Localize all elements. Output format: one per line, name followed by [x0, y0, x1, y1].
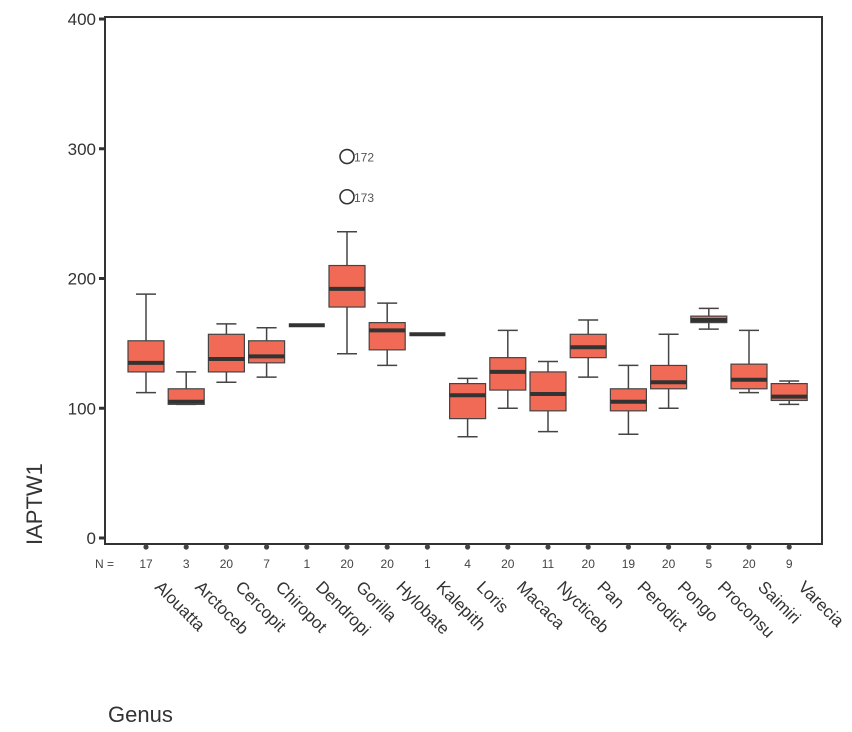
n-count-label: 20 — [582, 557, 596, 571]
n-count-label: 20 — [662, 557, 676, 571]
n-marker-dot — [465, 544, 471, 550]
box-iqr — [529, 371, 567, 412]
n-marker-dot — [505, 544, 511, 550]
n-count-label: 7 — [263, 557, 270, 571]
category-labels: AlouattaArctocebCercopitChiropotDendropi… — [151, 577, 848, 641]
n-marker-dot — [143, 544, 149, 550]
n-count-row: N = 17 3 20 7 1 20 20 1 4 20 11 20 19 20 5 20 9 — [95, 544, 793, 571]
plot-border — [104, 16, 823, 545]
n-count-label: 20 — [501, 557, 515, 571]
n-marker-dot — [384, 544, 390, 550]
n-count-label: 20 — [381, 557, 395, 571]
n-marker-dot — [424, 544, 430, 550]
n-marker-dot — [585, 544, 591, 550]
box-arctoceb — [167, 371, 205, 406]
n-count-label: 20 — [340, 557, 354, 571]
box-hylobate — [368, 302, 406, 367]
outlier-label: 172 — [354, 151, 374, 165]
n-count-label: 5 — [705, 557, 712, 571]
n-count-label: 20 — [742, 557, 756, 571]
n-count-label: 1 — [424, 557, 431, 571]
n-count-label: 4 — [464, 557, 471, 571]
n-marker-dot — [545, 544, 551, 550]
y-tick-label: 400 — [68, 10, 96, 29]
n-marker-dot — [264, 544, 270, 550]
n-marker-dot — [344, 544, 350, 550]
y-tick-label: 0 — [87, 529, 96, 548]
box-iqr — [127, 340, 165, 373]
category-label-varecia: Varecia — [794, 577, 848, 631]
n-count-label: 3 — [183, 557, 190, 571]
category-label-pan: Pan — [593, 577, 628, 612]
y-tick-label: 100 — [68, 399, 96, 418]
box-iqr — [328, 264, 366, 308]
box-alouatta — [127, 293, 165, 394]
n-count-label: 1 — [303, 557, 310, 571]
outlier-label: 173 — [354, 191, 374, 205]
outlier-point — [339, 188, 355, 205]
n-marker-dot — [786, 544, 792, 550]
n-count-label: 20 — [220, 557, 234, 571]
box-saimiri — [730, 329, 768, 394]
box-pan — [569, 319, 607, 378]
n-count-label: 9 — [786, 557, 793, 571]
box-loris — [449, 377, 487, 438]
n-marker-dot — [625, 544, 632, 550]
n-marker-dot — [304, 544, 310, 550]
y-axis-title: IAPTW1 — [22, 463, 47, 545]
outlier-point — [339, 148, 355, 165]
box-proconsu — [690, 307, 728, 330]
box-perodict — [609, 364, 648, 435]
box-nycticeb — [529, 360, 567, 433]
n-marker-dot — [183, 544, 189, 550]
n-marker-dot — [666, 544, 672, 550]
n-count-label: 17 — [139, 557, 153, 571]
n-marker-dot — [746, 544, 752, 550]
n-count-label: 11 — [542, 557, 555, 571]
plot-frame — [104, 16, 823, 545]
outliers: 172 173 — [339, 148, 374, 205]
box-gorilla — [328, 231, 366, 355]
box-pongo — [649, 333, 688, 409]
box-chiropot — [248, 327, 286, 378]
x-axis-title: Genus — [108, 702, 173, 727]
box-iqr — [248, 340, 286, 364]
boxes — [127, 231, 808, 438]
n-marker-dot — [706, 544, 712, 550]
n-marker-dot — [223, 544, 229, 550]
box-cercopit — [207, 323, 245, 384]
n-count-label: 19 — [622, 557, 636, 571]
n-prefix-label: N = — [95, 557, 114, 571]
y-tick-label: 200 — [68, 270, 96, 289]
box-iqr — [207, 333, 245, 373]
box-iqr — [449, 382, 487, 420]
box-iqr — [730, 363, 768, 390]
y-tick-label: 300 — [68, 140, 96, 159]
box-varecia — [770, 380, 808, 406]
box-macaca — [489, 329, 527, 409]
y-axis: 0 100 200 300 400 — [68, 10, 105, 548]
box-iqr — [368, 322, 406, 351]
box-iqr — [649, 364, 688, 390]
